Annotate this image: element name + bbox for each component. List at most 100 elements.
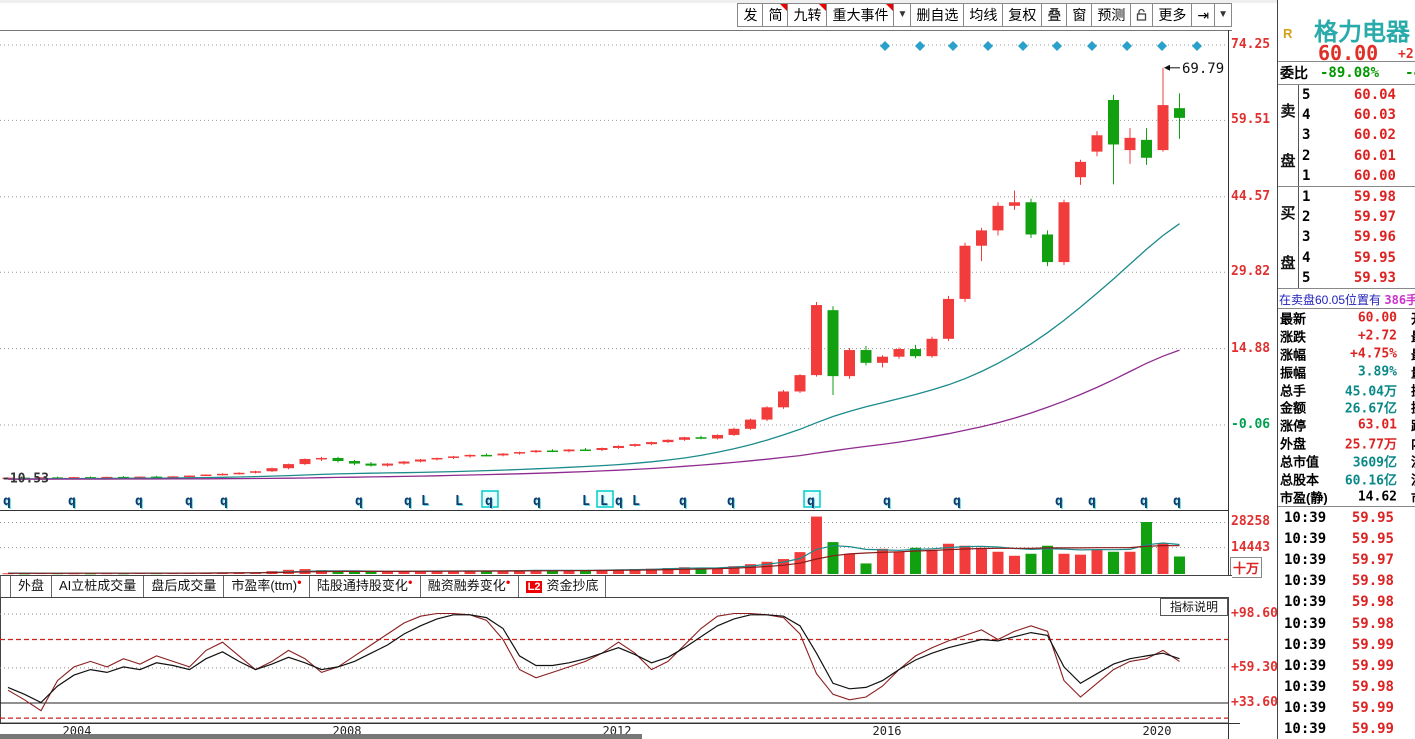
toolbar-button-▼[interactable]: ▼	[1215, 3, 1232, 27]
svg-text:L: L	[422, 495, 430, 510]
order-book-row[interactable]: 3 60.02	[1299, 125, 1415, 145]
lock-icon[interactable]	[1131, 3, 1154, 27]
svg-text:q: q	[221, 495, 229, 510]
toolbar-button-更多[interactable]: 更多	[1153, 3, 1193, 27]
svg-text:q: q	[405, 495, 413, 510]
chart-toolbar: 发简九转 重大事件 ▼ 删自选 均线 复权叠窗预测 更多 ⇥ ▼	[0, 3, 1232, 31]
tab-AI立桩成交量[interactable]: AI立桩成交量	[52, 576, 145, 597]
tick-time: 10:39	[1284, 509, 1327, 526]
level: 1	[1302, 189, 1311, 206]
tick-row: 10:39 59.95	[1278, 507, 1415, 528]
tab-资金抄底[interactable]: L2 资金抄底	[519, 576, 607, 597]
tab-外盘[interactable]: 外盘	[11, 576, 53, 597]
svg-text:q: q	[1089, 495, 1097, 510]
svg-text:-10.53: -10.53	[2, 472, 49, 487]
svg-text:q: q	[1055, 494, 1063, 509]
order-book-row[interactable]: 3 59.96	[1299, 227, 1415, 247]
order-book-side-label: 买盘	[1278, 187, 1299, 288]
event-marker-row[interactable]: qq qq qq qq qq qq qq LL LL qq qq LL LL qq LL qq qq qq qq qq…	[3, 490, 1182, 510]
price-axis-gutter: 74.25 59.51 44.57 29.82 14.88 -0.06 28258 14443…	[1229, 0, 1278, 739]
stat-value: 25.77万	[1344, 437, 1397, 453]
order-book-row[interactable]: 1 60.00	[1299, 166, 1415, 186]
toolbar-button-叠[interactable]: 叠	[1042, 3, 1068, 27]
tab-市盈率(ttm)[interactable]: 市盈率(ttm)●	[224, 576, 310, 597]
order-book-row[interactable]: 1 59.98	[1299, 187, 1415, 207]
svg-text:L: L	[582, 494, 590, 509]
svg-text:q: q	[136, 495, 144, 510]
svg-text:q: q	[356, 495, 364, 510]
pane-borders	[0, 30, 1240, 739]
order-book-row[interactable]: 2 59.97	[1299, 207, 1415, 227]
toolbar-button-简[interactable]: 简	[763, 3, 789, 27]
svg-text:L: L	[456, 495, 464, 510]
red-corner-badge	[819, 4, 827, 11]
stat-row-涨停: 涨停 63.01 跌	[1278, 416, 1415, 434]
toolbar-button-删自选[interactable]: 删自选	[911, 3, 965, 27]
tick-price: 59.95	[1351, 530, 1394, 547]
level: 3	[1302, 229, 1311, 246]
main-gridlines	[0, 44, 1228, 426]
svg-text:q: q	[186, 495, 194, 510]
tab-陆股通持股变化[interactable]: 陆股通持股变化●	[310, 576, 421, 597]
weibi-row: 委比 -89.08% -4	[1278, 62, 1415, 84]
tick-time: 10:39	[1284, 594, 1327, 611]
stat-partial-label: 最	[1411, 344, 1415, 363]
order-book-row[interactable]: 2 60.01	[1299, 146, 1415, 166]
level: 4	[1302, 249, 1311, 266]
price: 59.98	[1353, 189, 1396, 206]
high-price-annotation: 69.79	[1164, 61, 1224, 77]
volume-unit-label: 十万	[1230, 557, 1263, 578]
stat-partial-label: 最	[1411, 326, 1415, 345]
tick-time: 10:39	[1284, 551, 1327, 568]
year-label: 2016	[872, 724, 902, 738]
toolbar-button-▼[interactable]: ▼	[894, 3, 912, 27]
tab-盘后成交量[interactable]: 盘后成交量	[144, 576, 225, 597]
tick-row: 10:39 59.95	[1278, 528, 1415, 549]
tick-row: 10:39 59.98	[1278, 613, 1415, 634]
order-book-row[interactable]: 5 59.93	[1299, 268, 1415, 288]
price-axis-label: 29.82	[1231, 264, 1271, 280]
red-dot-icon: ●	[505, 577, 511, 587]
tick-price: 59.98	[1351, 679, 1394, 696]
quote-stats: 最新60.00开涨跌+2.72最涨幅+4.75%最振幅3.89%量总手45.04…	[1278, 309, 1415, 506]
window-top-strip	[0, 0, 1415, 3]
svg-text:q: q	[534, 495, 542, 510]
toolbar-button-重大事件[interactable]: 重大事件	[827, 3, 895, 27]
tab-融资融券变化[interactable]: 融资融券变化●	[421, 576, 519, 597]
toolbar-button-⇥[interactable]: ⇥	[1192, 3, 1216, 27]
toolbar-button-预测[interactable]: 预测	[1092, 3, 1132, 27]
horizontal-scrollbar[interactable]	[0, 734, 642, 739]
svg-text:q: q	[616, 495, 624, 510]
toolbar-button-发[interactable]: 发	[737, 3, 764, 27]
order-book-row[interactable]: 4 60.03	[1299, 105, 1415, 125]
indicator-help-button[interactable]: 指标说明	[1160, 598, 1228, 616]
tab-partial[interactable]	[0, 576, 11, 597]
year-label: 2020	[1142, 724, 1172, 738]
price: 60.01	[1353, 147, 1396, 164]
svg-text:q: q	[486, 495, 494, 510]
price-axis-label: 59.51	[1231, 112, 1271, 128]
order-book-row[interactable]: 4 59.95	[1299, 248, 1415, 268]
stat-label: 振幅	[1280, 365, 1307, 381]
stat-label: 金额	[1280, 400, 1307, 416]
tick-row: 10:39 59.98	[1278, 571, 1415, 592]
toolbar-button-窗[interactable]: 窗	[1067, 3, 1093, 27]
tick-row: 10:39 59.99	[1278, 698, 1415, 719]
l2-badge: L2	[525, 581, 543, 593]
moving-average-lines	[8, 223, 1180, 480]
toolbar-button-复权[interactable]: 复权	[1003, 3, 1043, 27]
stat-row-总市值: 总市值 3609亿流	[1278, 452, 1415, 471]
stat-row-最新: 最新 60.00 开	[1278, 309, 1415, 327]
price: 59.95	[1353, 249, 1396, 266]
tick-row: 10:39 59.97	[1278, 549, 1415, 570]
order-book-row[interactable]: 5 60.04	[1299, 85, 1415, 105]
svg-text:q: q	[1088, 494, 1096, 509]
svg-text:q: q	[135, 494, 143, 509]
volume-axis-label: 14443	[1231, 539, 1271, 555]
price: 59.93	[1353, 269, 1396, 286]
level: 1	[1302, 167, 1311, 184]
toolbar-button-九转[interactable]: 九转	[788, 3, 828, 27]
toolbar-button-均线[interactable]: 均线	[964, 3, 1004, 27]
svg-text:L: L	[583, 495, 591, 510]
